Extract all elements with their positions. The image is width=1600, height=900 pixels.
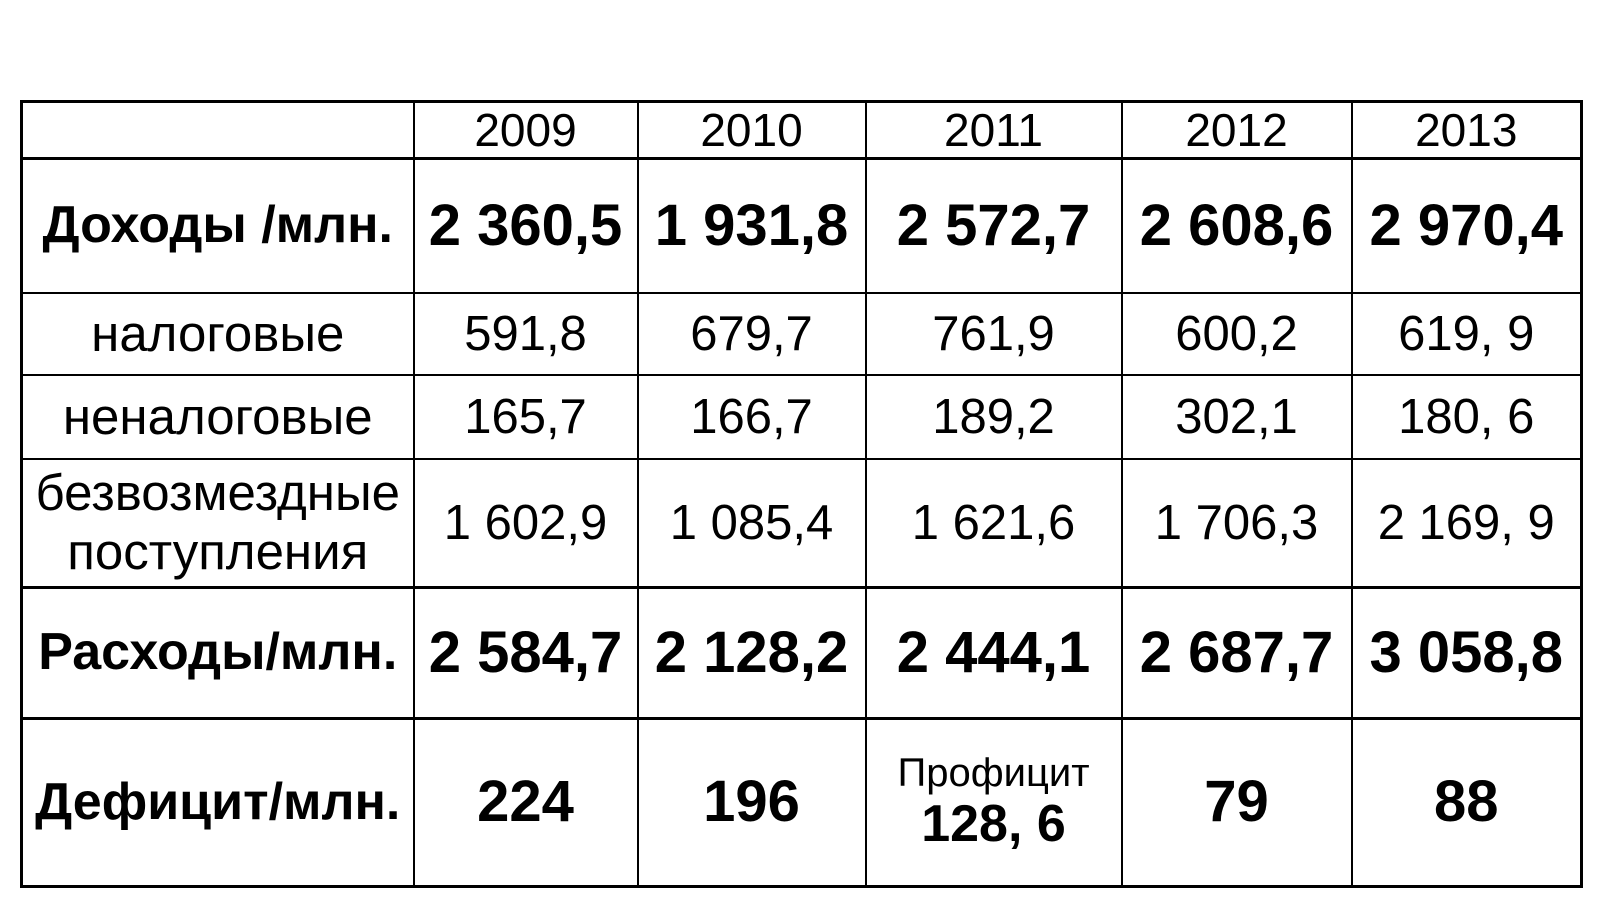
year-column-header: 2010	[636, 100, 867, 160]
table-cell: 3 058,8	[1350, 586, 1583, 720]
table-header-row: 2009 2010 2011 2012 2013	[20, 100, 1583, 160]
table-cell: 79	[1120, 717, 1353, 888]
row-label-tax: налоговые	[20, 292, 415, 376]
table-row-expenses: Расходы/млн. 2 584,7 2 128,2 2 444,1 2 6…	[20, 586, 1583, 720]
row-label-revenues: Доходы /млн.	[20, 157, 415, 294]
table-cell: 2 169, 9	[1350, 458, 1583, 589]
year-column-header: 2011	[864, 100, 1123, 160]
surplus-note: Профицит	[897, 750, 1090, 795]
table-cell: 88	[1350, 717, 1583, 888]
year-column-header: 2009	[412, 100, 639, 160]
table-cell: 2 444,1	[864, 586, 1123, 720]
table-cell: 679,7	[636, 292, 867, 376]
year-column-header: 2012	[1120, 100, 1353, 160]
table-cell: 2 128,2	[636, 586, 867, 720]
table-row-tax: налоговые 591,8 679,7 761,9 600,2 619, 9	[20, 292, 1583, 376]
table-cell: 166,7	[636, 374, 867, 460]
table-cell: 1 706,3	[1120, 458, 1353, 589]
table-row-deficit: Дефицит/млн. 224 196 Профицит 128, 6 79 …	[20, 717, 1583, 888]
year-column-header: 2013	[1350, 100, 1583, 160]
row-label-expenses: Расходы/млн.	[20, 586, 415, 720]
table-cell: 224	[412, 717, 639, 888]
table-cell: 302,1	[1120, 374, 1353, 460]
table-cell: 180, 6	[1350, 374, 1583, 460]
row-label-grants: безвозмездные поступления	[20, 458, 415, 589]
table-cell: 1 621,6	[864, 458, 1123, 589]
table-row-revenues: Доходы /млн. 2 360,5 1 931,8 2 572,7 2 6…	[20, 157, 1583, 294]
row-label-deficit: Дефицит/млн.	[20, 717, 415, 888]
table-cell: 1 931,8	[636, 157, 867, 294]
table-cell: 2 360,5	[412, 157, 639, 294]
table-cell: 189,2	[864, 374, 1123, 460]
table-row-grants: безвозмездные поступления 1 602,9 1 085,…	[20, 458, 1583, 589]
surplus-value: 128, 6	[921, 794, 1066, 853]
table-cell: 1 085,4	[636, 458, 867, 589]
table-cell: 1 602,9	[412, 458, 639, 589]
table-cell: 2 970,4	[1350, 157, 1583, 294]
table-cell: 591,8	[412, 292, 639, 376]
table-cell: 2 584,7	[412, 586, 639, 720]
table-cell: 761,9	[864, 292, 1123, 376]
table-cell: 600,2	[1120, 292, 1353, 376]
table-cell: 165,7	[412, 374, 639, 460]
corner-cell-empty	[20, 100, 415, 160]
table-cell: 196	[636, 717, 867, 888]
table-cell: 619, 9	[1350, 292, 1583, 376]
budget-table: 2009 2010 2011 2012 2013 Доходы /млн. 2 …	[20, 100, 1583, 888]
table-cell-surplus: Профицит 128, 6	[864, 717, 1123, 888]
table-row-nontax: неналоговые 165,7 166,7 189,2 302,1 180,…	[20, 374, 1583, 460]
table-cell: 2 572,7	[864, 157, 1123, 294]
table-cell: 2 687,7	[1120, 586, 1353, 720]
table-cell: 2 608,6	[1120, 157, 1353, 294]
row-label-nontax: неналоговые	[20, 374, 415, 460]
